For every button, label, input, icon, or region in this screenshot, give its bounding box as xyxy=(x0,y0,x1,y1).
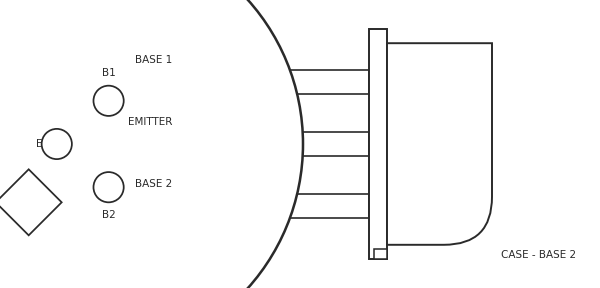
Polygon shape xyxy=(369,29,387,259)
Polygon shape xyxy=(177,194,369,218)
Text: BASE 2: BASE 2 xyxy=(135,179,172,189)
Polygon shape xyxy=(177,70,369,94)
Polygon shape xyxy=(0,169,62,235)
Polygon shape xyxy=(374,249,387,259)
Text: B1: B1 xyxy=(102,68,115,78)
Ellipse shape xyxy=(0,0,303,288)
Ellipse shape xyxy=(94,86,124,116)
PathPatch shape xyxy=(387,43,492,245)
Text: B2: B2 xyxy=(102,210,115,220)
Polygon shape xyxy=(177,132,369,156)
Ellipse shape xyxy=(41,129,72,159)
Text: CASE - BASE 2: CASE - BASE 2 xyxy=(501,250,576,260)
Text: E: E xyxy=(36,139,43,149)
Text: BASE 1: BASE 1 xyxy=(135,55,172,65)
Ellipse shape xyxy=(94,172,124,202)
Text: EMITTER: EMITTER xyxy=(128,117,172,127)
